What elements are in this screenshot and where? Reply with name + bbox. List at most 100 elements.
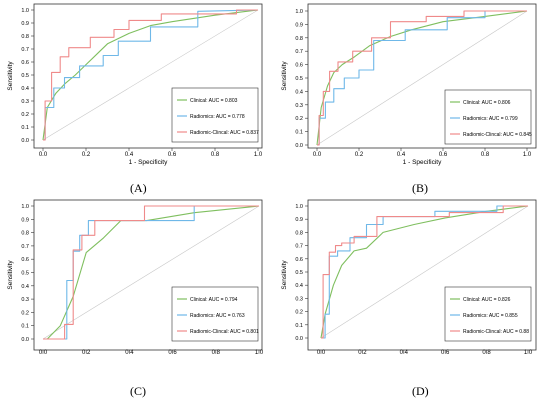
y-tick-label-c-8: 0.8 [21,231,29,237]
legend-c: Clinical: AUC = 0.794 Radiomics: AUC = 0.… [171,286,259,342]
x-tick-label-d-2: 0.4 [400,350,409,356]
roc-curve-a-2 [43,9,258,141]
y-tick-label-a-8: 0.8 [21,34,29,40]
y-tick-label-d-1: 0.1 [295,323,303,329]
y-axis-label-a: Sensitivity [7,61,14,91]
y-axis-label-d: Sensitivity [281,260,288,290]
legend-a: Clinical: AUC = 0.803 Radiomics: AUC = 0.… [171,87,259,143]
y-tick-label-c-7: 0.7 [21,244,29,250]
y-tick-label-d-6: 0.6 [295,257,303,263]
roc-curve-b-2 [317,10,527,146]
x-tick-label-b-3: 0.6 [439,152,448,158]
legend-label-a-2: Radiomic-Clincal: AUC = 0.837 [190,130,259,136]
y-tick-label-a-10: 1.0 [21,8,29,14]
x-tick-label-d-1: 0.2 [358,350,367,356]
x-tick-label-a-3: 0.6 [168,152,177,158]
y-tick-label-d-7: 0.7 [295,244,303,250]
y-tick-label-a-2: 0.2 [21,112,29,118]
chart-panel-b: 0.0 0.2 0.4 0.6 0.8 1.0 0.0 0.1 0.2 0.3 0.4 0.5 0.6 0… [281,3,537,166]
y-tick-label-b-3: 0.3 [295,103,303,109]
x-tick-label-c-3: 0.6 [168,350,177,356]
x-axis-label-b: 1 - Specificity [403,159,442,166]
x-tick-label-b-2: 0.4 [397,152,406,158]
x-tick-label-b-4: 0.8 [481,152,490,158]
legend-label-c-1: Radiomics: AUC = 0.763 [190,313,245,319]
x-tick-label-c-2: 0.4 [125,350,134,356]
reference-diagonal-b [316,10,528,146]
legend-label-b-0: Clinical: AUC = 0.806 [463,100,511,106]
y-tick-label-b-1: 0.1 [295,130,303,136]
y-tick-label-b-7: 0.7 [295,49,303,55]
y-tick-label-c-9: 0.9 [21,217,29,223]
y-tick-label-d-5: 0.5 [295,270,303,276]
x-tick-label-c-1: 0.2 [82,350,91,356]
y-tick-label-c-5: 0.5 [21,271,29,277]
y-axis-label-b: Sensitivity [281,61,288,91]
reference-diagonal-d [320,205,529,339]
y-tick-label-d-10: 1.0 [295,204,303,210]
x-axis-label-a: 1 - Specificity [129,159,168,166]
y-tick-label-d-8: 0.8 [295,230,303,236]
y-tick-label-b-5: 0.5 [295,76,303,82]
legend-label-d-1: Radiomics: AUC = 0.855 [463,313,518,319]
y-tick-label-c-6: 0.6 [21,257,29,263]
legend-d: Clinical: AUC = 0.826 Radiomics: AUC = 0.… [444,286,532,342]
y-tick-label-a-7: 0.7 [21,47,29,53]
legend-label-d-0: Clinical: AUC = 0.826 [463,297,511,303]
roc-curve-d-1 [321,205,528,339]
chart-panel-d: 0.0 0.2 0.4 0.6 0.8 1.0 0.0 0.1 0.2 0.3 0.4 0.5 0.6 0… [281,199,537,356]
x-tick-label-b-0: 0.0 [313,152,322,158]
roc-curve-c-1 [43,205,259,340]
y-tick-label-a-0: 0.0 [21,138,29,144]
plot-frame-c [33,199,263,351]
y-tick-label-b-6: 0.6 [295,63,303,69]
x-tick-label-d-3: 0.6 [441,350,450,356]
y-tick-label-a-9: 0.9 [21,21,29,27]
legend-label-a-1: Radiomics: AUC = 0.778 [190,114,245,120]
legend-b: Clinical: AUC = 0.806 Radiomics: AUC = 0.… [444,89,532,145]
x-tick-label-b-5: 1.0 [523,152,532,158]
x-tick-label-c-5: 1.0 [255,350,264,356]
y-tick-label-a-1: 0.1 [21,125,29,131]
legend-box-d [444,286,532,342]
y-tick-label-b-10: 1.0 [295,9,303,15]
roc-curve-d-0 [320,205,529,339]
y-tick-label-d-2: 0.2 [295,310,303,316]
x-tick-label-a-5: 1.0 [254,152,263,158]
panel-label-c: (C) [130,384,146,398]
y-tick-label-a-6: 0.6 [21,60,29,66]
y-tick-label-a-5: 0.5 [21,73,29,79]
x-tick-label-a-4: 0.8 [211,152,220,158]
legend-label-c-0: Clinical: AUC = 0.794 [190,297,238,303]
legend-box-b [444,89,532,145]
plot-frame-b [307,3,537,149]
legend-label-a-0: Clinical: AUC = 0.803 [190,98,238,104]
legend-box-c [171,286,259,342]
x-tick-label-c-4: 0.8 [212,350,221,356]
y-tick-label-b-0: 0.0 [295,143,303,149]
y-tick-label-c-4: 0.4 [21,284,29,290]
x-tick-label-d-4: 0.8 [482,350,491,356]
y-tick-label-c-1: 0.1 [21,324,29,330]
panel-label-b: (B) [412,181,428,195]
panel-label-a: (A) [130,181,147,195]
y-tick-label-c-3: 0.3 [21,297,29,303]
x-tick-label-c-0: 0.0 [39,350,48,356]
y-tick-label-b-2: 0.2 [295,116,303,122]
roc-curve-c-0 [46,205,260,340]
legend-label-c-2: Radiomic-Clincal: AUC = 0.801 [190,329,259,335]
chart-panel-a: 0.0 0.2 0.4 0.6 0.8 1.0 0.0 0.1 0.2 0.3 0.4 0.5 0.6 0… [7,3,263,166]
chart-panel-c: 0.0 0.2 0.4 0.6 0.8 1.0 0.0 0.1 0.2 0.3 0.4 0.5 0.6 0… [7,199,264,356]
legend-box-a [171,87,259,143]
y-tick-label-d-9: 0.9 [295,217,303,223]
x-tick-label-a-0: 0.0 [39,152,48,158]
plot-frame-d [307,199,537,351]
x-tick-label-d-5: 1.0 [524,350,533,356]
y-axis-label-c: Sensitivity [7,260,14,290]
x-tick-label-b-1: 0.2 [355,152,364,158]
roc-curve-a-1 [43,9,259,141]
reference-diagonal-a [42,9,259,141]
roc-curve-b-1 [317,10,527,146]
y-tick-label-a-3: 0.3 [21,99,29,105]
